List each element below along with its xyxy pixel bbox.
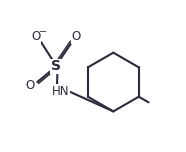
Text: S: S xyxy=(51,59,61,73)
Text: O: O xyxy=(26,79,35,92)
Text: O: O xyxy=(72,30,81,43)
Text: HN: HN xyxy=(52,85,69,98)
Text: O: O xyxy=(31,30,40,43)
Text: −: − xyxy=(39,27,47,37)
